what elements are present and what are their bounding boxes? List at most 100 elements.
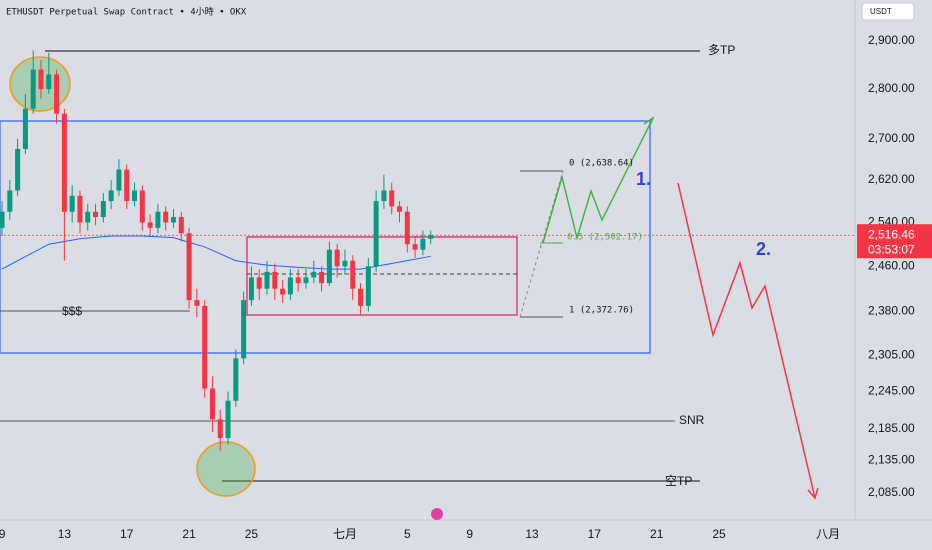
- candle-body: [381, 190, 387, 202]
- countdown: 03:53:07: [868, 242, 915, 256]
- candle-body: [404, 211, 410, 245]
- fib-label: 0 (2,638.64): [569, 159, 634, 169]
- x-tick-label: 七月: [333, 527, 357, 541]
- header-title: ETHUSDT Perpetual Swap Contract • 4小時 • …: [6, 7, 247, 18]
- x-tick-label: 25: [712, 527, 726, 541]
- candle-body: [217, 419, 223, 439]
- candle-body: [7, 190, 13, 212]
- candle-body: [77, 195, 83, 223]
- candle-body: [248, 277, 254, 301]
- x-tick-label: 13: [58, 527, 72, 541]
- candle-body: [155, 211, 161, 228]
- candle-body: [22, 108, 28, 149]
- candle-body: [311, 271, 317, 278]
- x-tick-label: 17: [120, 527, 134, 541]
- x-tick-label: 9: [0, 527, 6, 541]
- currency[interactable]: USDT: [870, 7, 892, 16]
- y-tick-label: 2,460.00: [868, 258, 915, 272]
- candle-body: [178, 217, 184, 234]
- candle-body: [116, 169, 122, 191]
- candle-body: [303, 277, 309, 284]
- consolidation-box: [246, 236, 518, 316]
- candle-body: [287, 277, 293, 295]
- highlight-circle: [196, 441, 256, 497]
- y-tick-label: 2,380.00: [868, 304, 915, 318]
- candle-body: [209, 388, 215, 420]
- candle-body: [132, 190, 138, 202]
- candle-body: [365, 266, 371, 306]
- candle-body: [61, 113, 67, 212]
- last-price-label: 2,516.46: [868, 227, 915, 241]
- snr-label: SNR: [679, 413, 705, 427]
- short-tp-label: 空TP: [665, 474, 692, 488]
- y-tick-label: 2,185.00: [868, 421, 915, 435]
- candle-body: [412, 244, 418, 250]
- x-tick-label: 5: [404, 527, 411, 541]
- arrow-head: [643, 116, 655, 129]
- candle-body: [93, 211, 99, 218]
- fib-trend: [519, 170, 564, 318]
- arrow-head: [807, 487, 819, 500]
- x-tick-label: 17: [588, 527, 602, 541]
- candle-body: [54, 74, 60, 114]
- candle-body: [163, 211, 169, 223]
- bear-projection: [677, 182, 816, 499]
- y-tick-label: 2,700.00: [868, 131, 915, 145]
- wave-label: 2.: [756, 239, 771, 259]
- candle-body: [389, 190, 395, 207]
- candle-body: [373, 201, 379, 267]
- candle-body: [139, 190, 145, 223]
- wave-label: 1.: [636, 169, 651, 189]
- x-tick-label: 25: [245, 527, 259, 541]
- candle-body: [272, 271, 278, 289]
- candle-body: [100, 201, 106, 218]
- liquidity-label: $$$: [62, 304, 82, 318]
- event-icon[interactable]: [431, 508, 443, 520]
- candle-body: [241, 300, 247, 359]
- fib-label: 0.5 (2,502.17): [567, 233, 643, 243]
- candle-body: [194, 300, 200, 306]
- candle-body: [256, 277, 262, 289]
- x-tick-label: 13: [525, 527, 539, 541]
- y-tick-label: 2,245.00: [868, 384, 915, 398]
- candle-body: [0, 211, 5, 228]
- candle-body: [397, 206, 403, 212]
- candle-body: [342, 260, 348, 267]
- y-tick-label: 2,135.00: [868, 453, 915, 467]
- x-tick-label: 八月: [816, 527, 840, 541]
- long-tp-label: 多TP: [708, 43, 735, 57]
- fib-label: 1 (2,372.76): [569, 306, 634, 316]
- candle-body: [202, 305, 208, 389]
- y-tick-label: 2,620.00: [868, 172, 915, 186]
- candle-body: [30, 69, 36, 109]
- candle-body: [124, 169, 130, 202]
- candle-body: [233, 358, 239, 401]
- candle-body: [46, 74, 52, 89]
- candle-body: [428, 235, 434, 239]
- x-tick-label: 21: [182, 527, 196, 541]
- moving-average: [1, 235, 431, 270]
- last-price-tag: [857, 224, 932, 259]
- y-tick-label: 2,305.00: [868, 348, 915, 362]
- candle-body: [85, 211, 91, 223]
- candle-body: [358, 288, 364, 306]
- candle-body: [280, 288, 286, 295]
- candle-body: [334, 249, 340, 267]
- candle-body: [350, 260, 356, 289]
- y-tick-label: 2,085.00: [868, 485, 915, 499]
- candle-body: [225, 400, 231, 439]
- candle-body: [15, 148, 21, 191]
- range-box: [0, 120, 651, 354]
- candle-body: [264, 271, 270, 289]
- candle-body: [170, 217, 176, 223]
- candle-body: [108, 190, 114, 202]
- candle-body: [420, 238, 426, 250]
- candle-body: [319, 271, 325, 284]
- currency-box[interactable]: [861, 2, 915, 21]
- x-tick-label: 21: [650, 527, 664, 541]
- candle-body: [295, 277, 301, 284]
- y-tick-label: 2,900.00: [868, 33, 915, 47]
- candle-body: [326, 249, 332, 284]
